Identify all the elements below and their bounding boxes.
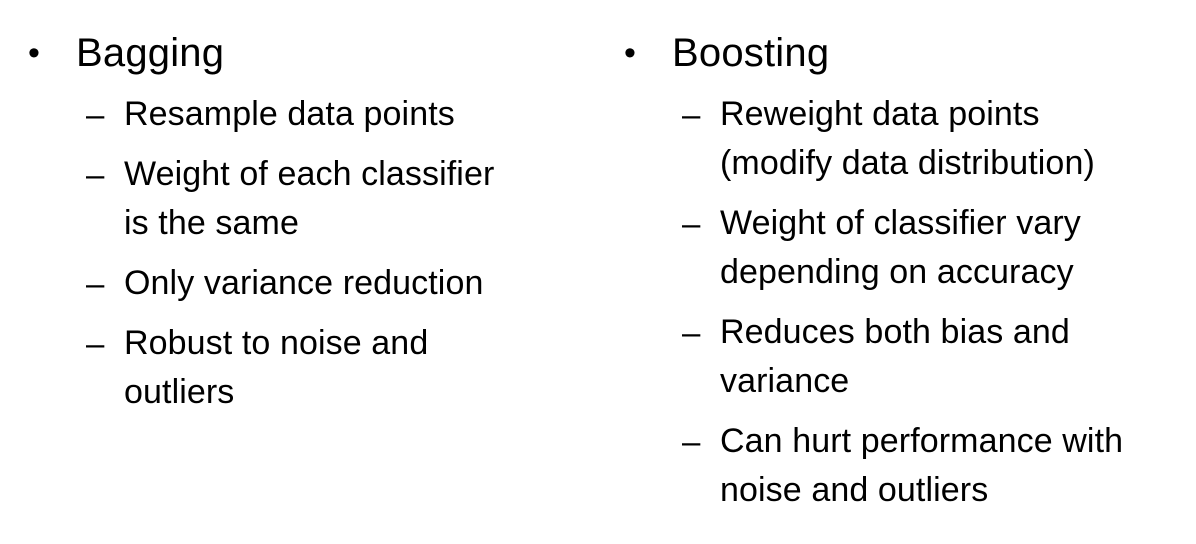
- list-item: – Only variance reduction: [24, 259, 584, 308]
- list-item: – Robust to noise and outliers: [24, 319, 584, 417]
- list-item-text: Reweight data points (modify data distri…: [720, 95, 1095, 182]
- list-item: – Weight of each classifier is the same: [24, 150, 584, 248]
- list-item-text: Weight of classifier vary depending on a…: [720, 204, 1081, 291]
- boosting-heading-item: • Boosting: [620, 24, 1190, 82]
- bagging-heading-item: • Bagging: [24, 24, 584, 82]
- bullet-icon: •: [624, 34, 636, 72]
- dash-icon: –: [86, 325, 105, 362]
- list-item-text: Resample data points: [124, 95, 455, 133]
- list-item: – Reduces both bias and variance: [620, 308, 1190, 406]
- list-item-text: Reduces both bias and variance: [720, 313, 1070, 400]
- list-item: – Can hurt performance with noise and ou…: [620, 417, 1190, 515]
- dash-icon: –: [682, 205, 701, 242]
- list-item-text: Can hurt performance with noise and outl…: [720, 422, 1124, 509]
- list-item: – Weight of classifier vary depending on…: [620, 199, 1190, 297]
- list-item-text: Weight of each classifier is the same: [124, 155, 495, 242]
- list-item-text: Only variance reduction: [124, 264, 484, 302]
- list-item: – Resample data points: [24, 90, 584, 139]
- dash-icon: –: [682, 423, 701, 460]
- list-item: – Reweight data points (modify data dist…: [620, 90, 1190, 188]
- bagging-column: • Bagging – Resample data points – Weigh…: [24, 24, 584, 428]
- boosting-title: Boosting: [672, 31, 830, 75]
- dash-icon: –: [86, 156, 105, 193]
- bagging-title: Bagging: [76, 31, 225, 75]
- dash-icon: –: [682, 314, 701, 351]
- boosting-sub-list: – Reweight data points (modify data dist…: [620, 90, 1190, 515]
- bullet-icon: •: [28, 34, 40, 72]
- dash-icon: –: [86, 265, 105, 302]
- dash-icon: –: [682, 96, 701, 133]
- bagging-sub-list: – Resample data points – Weight of each …: [24, 90, 584, 417]
- dash-icon: –: [86, 96, 105, 133]
- list-item-text: Robust to noise and outliers: [124, 324, 429, 411]
- boosting-column: • Boosting – Reweight data points (modif…: [620, 24, 1190, 526]
